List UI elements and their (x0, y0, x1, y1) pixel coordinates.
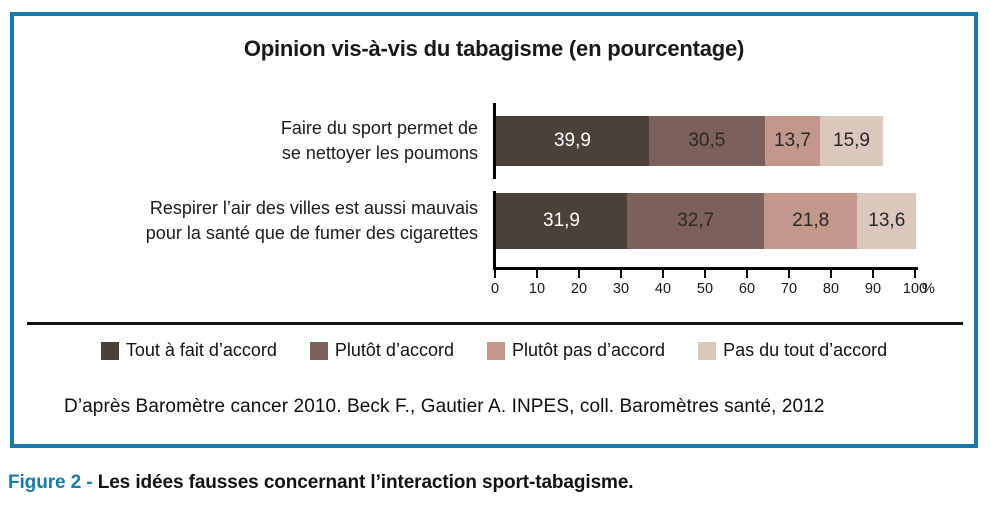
legend-item: Tout à fait d’accord (100, 340, 277, 361)
axis-tick-label: 100 (902, 281, 928, 297)
bar-segment: 39,9 (496, 116, 649, 166)
legend-label: Tout à fait d’accord (125, 340, 277, 360)
bar-value-label: 39,9 (553, 130, 591, 151)
axis-tick-label: 0 (490, 281, 500, 297)
chart-title: Opinion vis-à-vis du tabagisme (en pourc… (243, 36, 745, 61)
stacked-bar: 39,9 30,5 13,7 15,9 (496, 116, 883, 166)
bar-value-label: 32,7 (677, 210, 715, 231)
bar-segment: 31,9 (496, 193, 628, 249)
bar-value-label: 13,6 (868, 210, 906, 231)
bar-segment: 13,6 (857, 193, 917, 249)
legend-label: Pas du tout d’accord (723, 340, 888, 360)
axis-tick-label: 30 (612, 281, 630, 297)
x-axis-unit-label: % (922, 281, 935, 297)
source-note: D’après Baromètre cancer 2010. Beck F., … (64, 396, 825, 417)
legend-label: Plutôt d’accord (334, 340, 454, 360)
figure-box: Opinion vis-à-vis du tabagisme (en pourc… (10, 12, 978, 448)
axis-tick (830, 270, 832, 278)
axis-tick-label: 60 (738, 281, 756, 297)
chart-row: Faire du sport permet de se nettoyer les… (14, 116, 974, 166)
bar-value-label: 31,9 (543, 210, 580, 231)
axis-tick-label: 10 (528, 281, 546, 297)
legend-item: Plutôt pas d’accord (486, 340, 666, 361)
axis-tick-label: 20 (570, 281, 588, 297)
y-axis-line-upper (493, 103, 496, 179)
figure-caption-text: Les idées fausses concernant l’interacti… (97, 472, 634, 493)
bar-value-label: 21,8 (792, 210, 830, 231)
bar-segment: 13,7 (764, 116, 821, 166)
axis-tick (620, 270, 622, 278)
axis-tick (536, 270, 538, 278)
axis-tick-label: 40 (654, 281, 672, 297)
axis-tick (914, 270, 916, 278)
bar-segment: 32,7 (627, 193, 765, 249)
bar-segment: 21,8 (764, 193, 858, 249)
axis-tick (746, 270, 748, 278)
axis-tick-label: 90 (864, 281, 882, 297)
category-label: Respirer l’air des villes est aussi mauv… (145, 198, 478, 243)
bar-value-label: 15,9 (833, 130, 870, 151)
category-label: Faire du sport permet de se nettoyer les… (280, 118, 478, 163)
legend-item: Pas du tout d’accord (698, 340, 887, 361)
stacked-bar: 31,9 32,7 21,8 13,6 (496, 193, 917, 249)
axis-tick-label: 50 (696, 281, 714, 297)
axis-tick (494, 270, 496, 278)
y-axis-line-lower (493, 191, 496, 270)
legend-swatch-icon (486, 341, 505, 360)
axis-tick (578, 270, 580, 278)
bar-value-label: 13,7 (774, 130, 811, 151)
axis-tick (704, 270, 706, 278)
bar-value-label: 30,5 (688, 130, 726, 151)
legend-swatch-icon (698, 341, 717, 360)
bar-segment: 30,5 (648, 116, 765, 166)
axis-tick (788, 270, 790, 278)
axis-tick (662, 270, 664, 278)
legend-divider (27, 322, 963, 325)
figure-caption-label: Figure 2 - (8, 472, 98, 493)
legend-label: Plutôt pas d’accord (511, 340, 666, 360)
axis-tick-label: 70 (780, 281, 798, 297)
legend-swatch-icon (100, 341, 119, 360)
axis-tick (872, 270, 874, 278)
x-axis-line (493, 267, 918, 270)
axis-tick-label: 80 (822, 281, 840, 297)
legend-item: Plutôt d’accord (309, 340, 454, 361)
bar-segment: 15,9 (820, 116, 883, 166)
legend-swatch-icon (309, 341, 328, 360)
chart-row: Respirer l’air des villes est aussi mauv… (14, 193, 974, 249)
figure-caption: Figure 2 - Les idées fausses concernant … (8, 472, 634, 494)
chart-legend: Tout à fait d’accord Plutôt d’accord Plutô… (14, 340, 974, 361)
